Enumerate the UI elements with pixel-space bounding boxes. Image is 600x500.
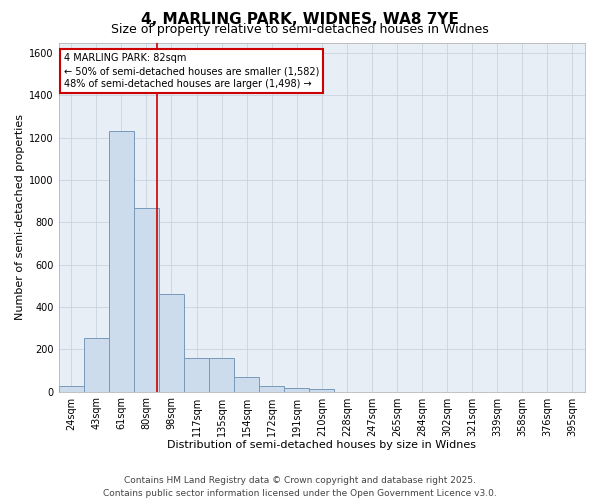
X-axis label: Distribution of semi-detached houses by size in Widnes: Distribution of semi-detached houses by … <box>167 440 476 450</box>
Text: 4, MARLING PARK, WIDNES, WA8 7YE: 4, MARLING PARK, WIDNES, WA8 7YE <box>141 12 459 28</box>
Bar <box>159 294 184 392</box>
Bar <box>59 386 84 392</box>
Bar <box>109 132 134 392</box>
Bar <box>309 390 334 392</box>
Text: Size of property relative to semi-detached houses in Widnes: Size of property relative to semi-detach… <box>111 22 489 36</box>
Bar <box>284 388 309 392</box>
Bar <box>84 338 109 392</box>
Bar <box>234 377 259 392</box>
Bar <box>209 358 234 392</box>
Bar <box>259 386 284 392</box>
Text: Contains HM Land Registry data © Crown copyright and database right 2025.
Contai: Contains HM Land Registry data © Crown c… <box>103 476 497 498</box>
Y-axis label: Number of semi-detached properties: Number of semi-detached properties <box>15 114 25 320</box>
Text: 4 MARLING PARK: 82sqm
← 50% of semi-detached houses are smaller (1,582)
48% of s: 4 MARLING PARK: 82sqm ← 50% of semi-deta… <box>64 53 319 90</box>
Bar <box>134 208 159 392</box>
Bar <box>184 358 209 392</box>
